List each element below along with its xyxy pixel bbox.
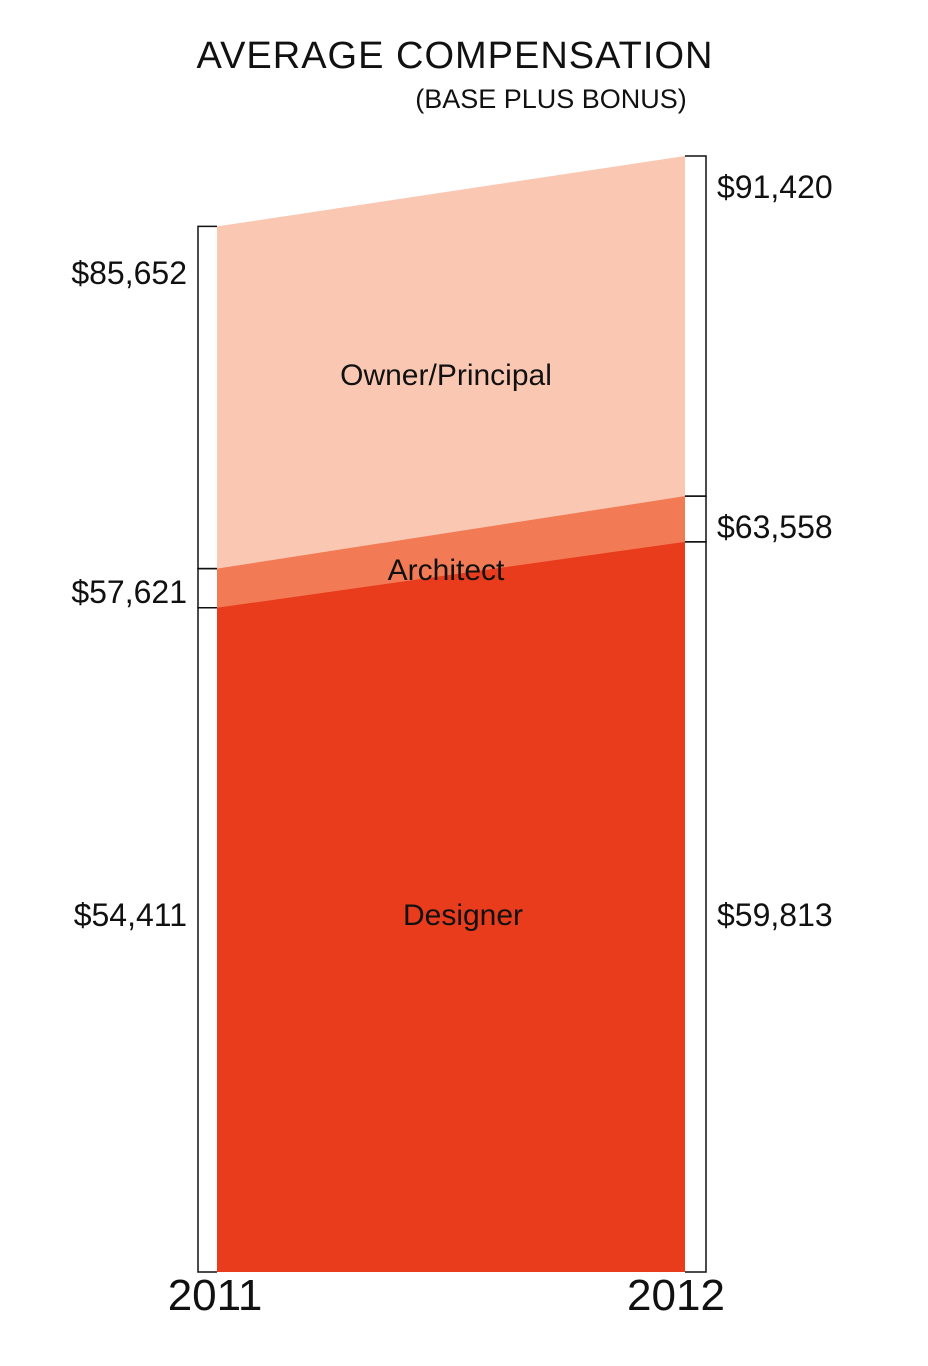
- value-brackets: [197, 155, 707, 1273]
- value-label-architect-2011: $57,621: [71, 574, 187, 610]
- bracket-architect-2011: [197, 567, 217, 609]
- area-bands: [217, 156, 685, 1272]
- series-label-architect: Architect: [388, 554, 505, 587]
- bracket-designer-2012: [685, 541, 707, 1273]
- series-label-owner-principal: Owner/Principal: [340, 359, 552, 392]
- band-designer: [217, 541, 685, 1272]
- value-label-designer-2011: $54,411: [74, 897, 187, 933]
- value-label-owner-principal-2011: $85,652: [71, 255, 187, 291]
- value-label-architect-2012: $63,558: [717, 509, 833, 545]
- value-label-owner-principal-2012: $91,420: [717, 169, 833, 205]
- chart-title: AVERAGE COMPENSATION: [197, 35, 714, 77]
- chart-subtitle: (BASE PLUS BONUS): [415, 84, 687, 114]
- bracket-owner-principal-2011: [197, 225, 217, 570]
- series-label-designer: Designer: [403, 899, 523, 932]
- year-label-2011: 2011: [168, 1271, 263, 1320]
- bracket-owner-principal-2012: [685, 155, 707, 497]
- bracket-designer-2011: [197, 607, 217, 1273]
- value-label-designer-2012: $59,813: [717, 897, 833, 933]
- chart-labels: $54,411 $57,621 $85,652 $59,813 $63,558 $91,4…: [71, 169, 832, 1320]
- bracket-architect-2012: [685, 495, 707, 543]
- year-label-2012: 2012: [627, 1271, 725, 1320]
